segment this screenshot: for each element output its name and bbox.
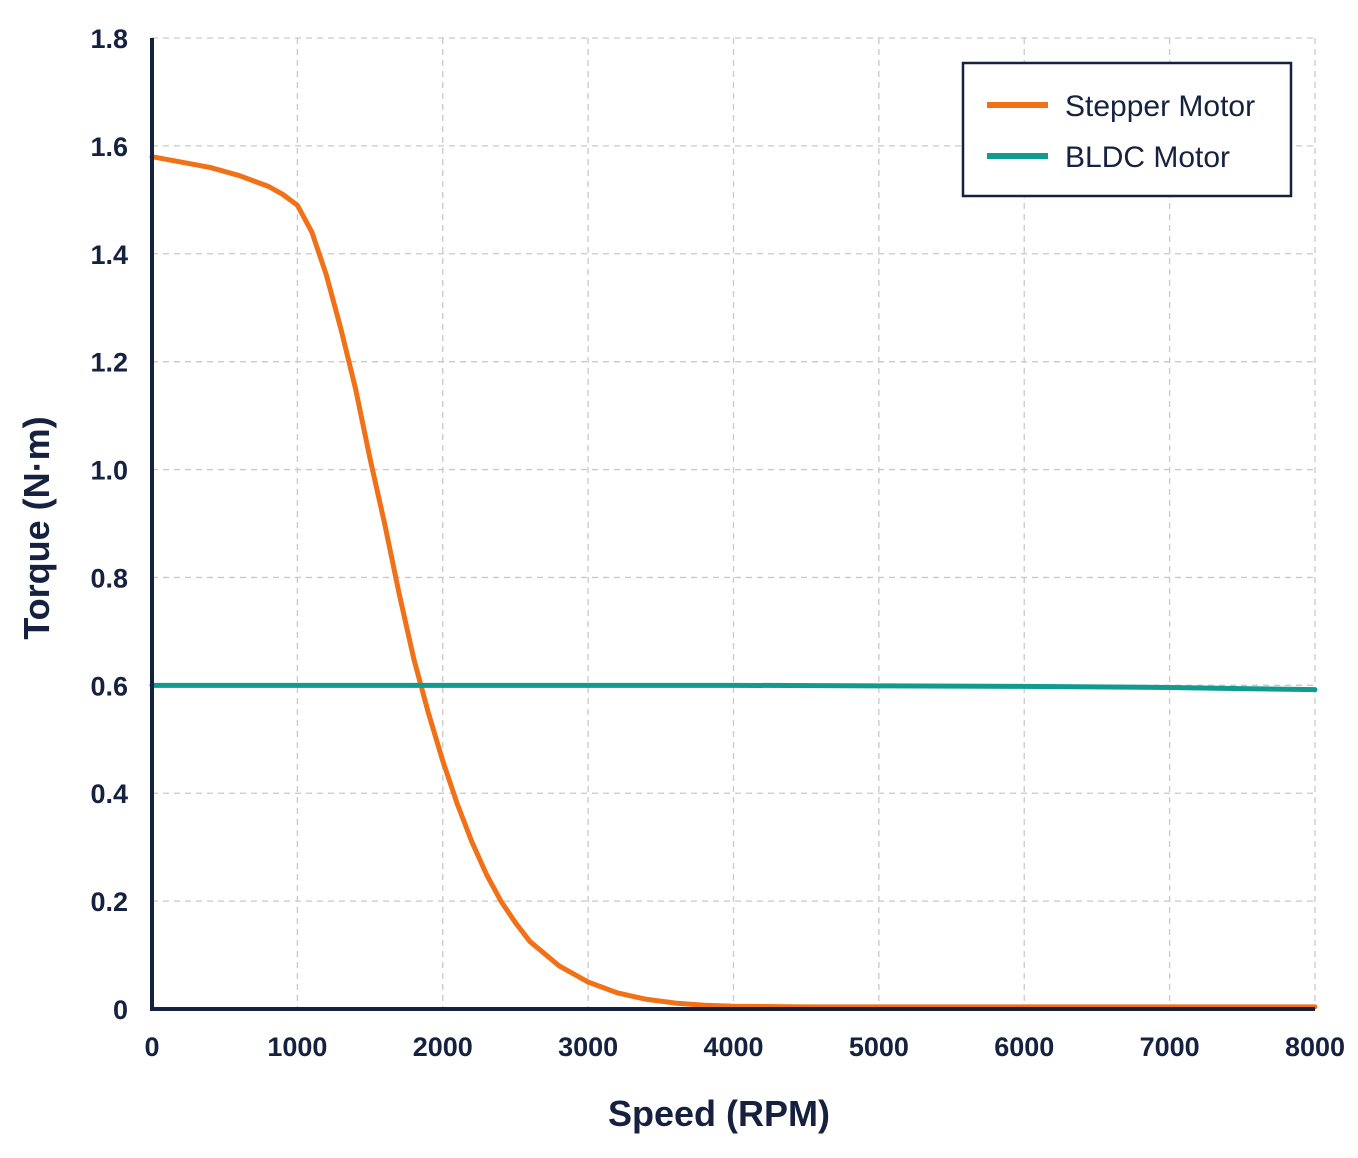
axes — [150, 38, 1315, 1011]
tick-labels: 0 1000 2000 3000 4000 5000 6000 7000 8000 0 0.2 0.4… — [90, 24, 1345, 1062]
legend: Stepper Motor BLDC Motor — [961, 61, 1293, 198]
series-line-stepper-motor — [149, 154, 1318, 1010]
x-tick-label: 3000 — [558, 1032, 618, 1062]
y-axis-title: Torque (N·m) — [16, 416, 57, 639]
y-tick-label: 1.2 — [90, 348, 128, 378]
y-tick-label: 0.8 — [90, 563, 128, 593]
x-tick-label: 8000 — [1285, 1032, 1345, 1062]
series-lines — [149, 154, 1318, 1010]
y-tick-label: 0.6 — [90, 671, 128, 701]
x-tick-label: 1000 — [267, 1032, 327, 1062]
legend-label-bldc-motor: BLDC Motor — [1065, 141, 1230, 174]
x-tick-label: 7000 — [1140, 1032, 1200, 1062]
x-tick-label: 0 — [144, 1032, 159, 1062]
y-tick-label: 1.6 — [90, 132, 128, 162]
y-tick-label: 0.2 — [90, 887, 128, 917]
y-tick-label: 0.4 — [90, 779, 128, 809]
series-line-bldc-motor — [149, 682, 1318, 693]
legend-box — [961, 61, 1293, 198]
y-tick-label: 1.0 — [90, 456, 128, 486]
y-tick-label: 1.4 — [90, 240, 128, 270]
legend-label-stepper-motor: Stepper Motor — [1065, 90, 1255, 123]
y-tick-label: 0 — [113, 995, 128, 1025]
y-tick-label: 1.8 — [90, 24, 128, 54]
x-tick-label: 2000 — [413, 1032, 473, 1062]
x-tick-label: 5000 — [849, 1032, 909, 1062]
x-tick-label: 4000 — [703, 1032, 763, 1062]
x-tick-label: 6000 — [994, 1032, 1054, 1062]
x-axis-title: Speed (RPM) — [608, 1093, 830, 1134]
